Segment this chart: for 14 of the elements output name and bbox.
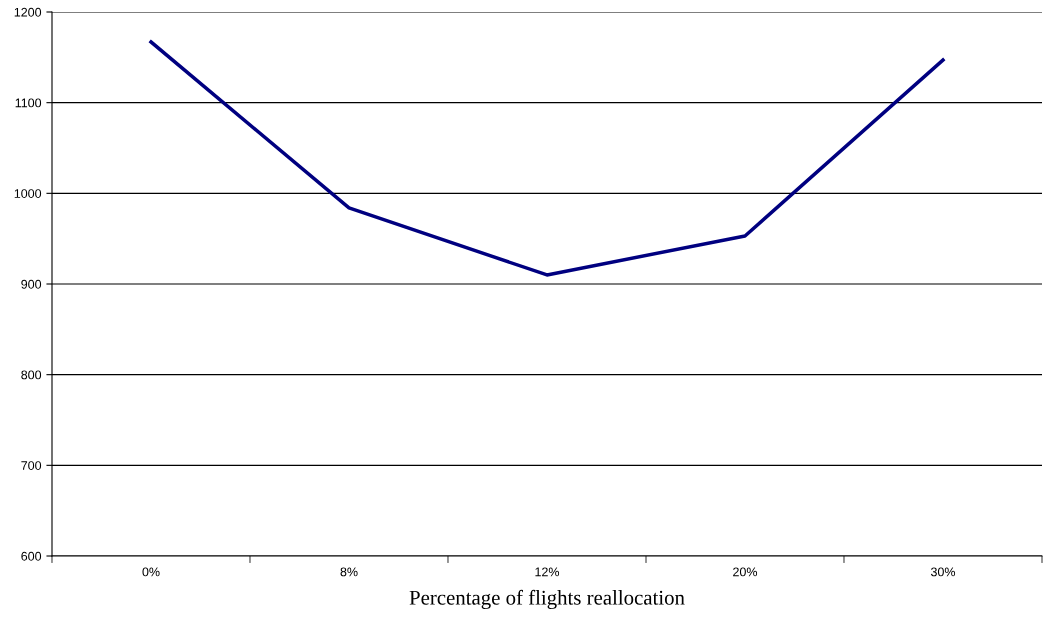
x-tick-label: 0% [142,567,160,577]
x-tick-label: 8% [340,567,358,577]
x-axis-title: Percentage of flights reallocation [409,589,685,610]
x-tick-label: 12% [535,567,560,577]
x-tick-label: 30% [930,567,956,577]
y-tick-label: 800 [21,370,42,380]
y-tick-label: 1200 [14,7,42,17]
y-tick-label: 900 [21,279,42,289]
y-tick-label: 1100 [15,98,42,108]
y-tick-label: 600 [21,551,42,561]
x-tick-label: 20% [733,567,758,577]
y-tick-label: 1000 [14,189,42,198]
line-series [149,40,945,277]
y-tick-label: 700 [21,461,42,470]
